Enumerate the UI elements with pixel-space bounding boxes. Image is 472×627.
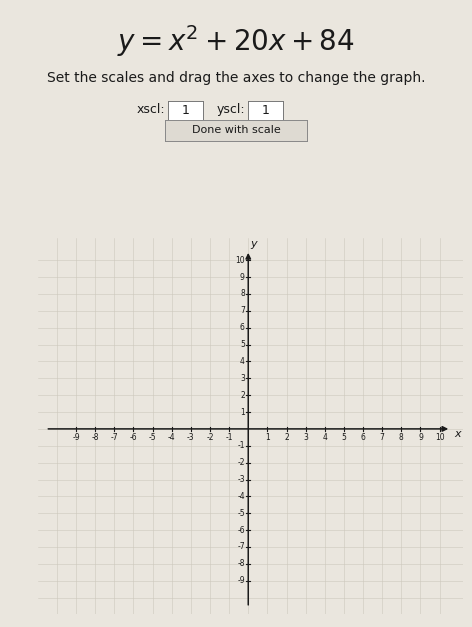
Text: -2: -2 <box>237 458 245 467</box>
Text: -3: -3 <box>237 475 245 484</box>
Text: 1: 1 <box>240 408 245 416</box>
Text: 8: 8 <box>240 290 245 298</box>
Text: x: x <box>454 429 461 439</box>
Text: yscl:: yscl: <box>217 103 245 116</box>
Text: 4: 4 <box>240 357 245 366</box>
Text: -8: -8 <box>92 433 99 442</box>
Text: -5: -5 <box>149 433 156 442</box>
Text: 4: 4 <box>322 433 327 442</box>
Text: -2: -2 <box>206 433 214 442</box>
Text: 2: 2 <box>284 433 289 442</box>
Text: Done with scale: Done with scale <box>192 125 280 135</box>
Text: -1: -1 <box>237 441 245 450</box>
Text: -7: -7 <box>237 542 245 552</box>
Text: Set the scales and drag the axes to change the graph.: Set the scales and drag the axes to chan… <box>47 71 425 85</box>
Text: 9: 9 <box>418 433 423 442</box>
Text: -3: -3 <box>187 433 194 442</box>
Text: -8: -8 <box>237 559 245 568</box>
Text: 6: 6 <box>240 323 245 332</box>
Text: 9: 9 <box>240 273 245 282</box>
Text: 7: 7 <box>240 307 245 315</box>
Text: -6: -6 <box>130 433 137 442</box>
Text: 3: 3 <box>240 374 245 382</box>
Text: 1: 1 <box>261 105 270 117</box>
Text: y: y <box>251 240 257 249</box>
Text: 2: 2 <box>240 391 245 399</box>
Text: 3: 3 <box>303 433 308 442</box>
Text: 7: 7 <box>380 433 385 442</box>
Text: -5: -5 <box>237 508 245 518</box>
Text: 10: 10 <box>235 256 245 265</box>
Text: 1: 1 <box>265 433 270 442</box>
Text: -7: -7 <box>110 433 118 442</box>
Text: 10: 10 <box>435 433 445 442</box>
Text: -9: -9 <box>237 576 245 585</box>
Text: 5: 5 <box>240 340 245 349</box>
Text: $y = x^2 + 20x + 84$: $y = x^2 + 20x + 84$ <box>117 23 355 59</box>
Text: 5: 5 <box>341 433 346 442</box>
Text: -4: -4 <box>237 492 245 501</box>
Text: -9: -9 <box>72 433 80 442</box>
Text: xscl:: xscl: <box>136 103 165 116</box>
Text: 1: 1 <box>181 105 189 117</box>
Text: 8: 8 <box>399 433 404 442</box>
Text: -6: -6 <box>237 525 245 535</box>
Text: -4: -4 <box>168 433 176 442</box>
Text: 6: 6 <box>361 433 365 442</box>
Text: -1: -1 <box>225 433 233 442</box>
